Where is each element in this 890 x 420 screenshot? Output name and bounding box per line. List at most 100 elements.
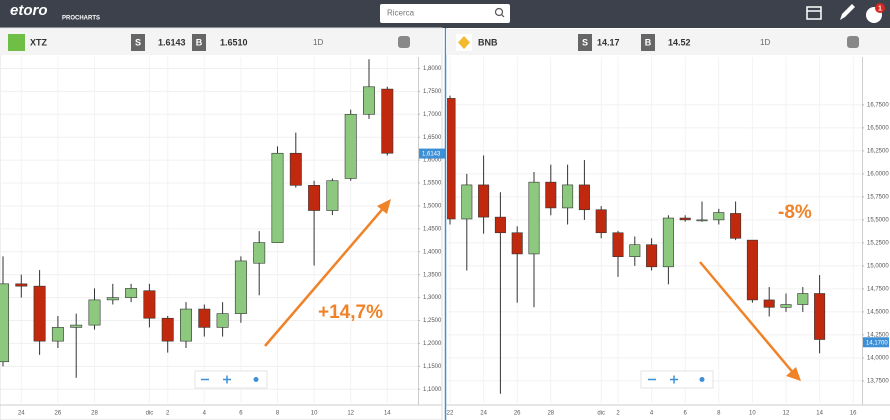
- annotation: -8%: [778, 202, 812, 223]
- y-tick-label: 16,0000: [867, 171, 889, 177]
- candle-body: [595, 209, 607, 234]
- candle-body: [143, 290, 156, 319]
- toolbar: [0, 29, 442, 55]
- candle-body: [51, 327, 64, 342]
- y-tick-label: 16,7500: [867, 102, 889, 108]
- candle-body: [15, 283, 28, 287]
- candle-body: [180, 308, 192, 342]
- candle-body: [478, 184, 490, 218]
- current-price-tag: [419, 148, 445, 159]
- candle-body: [814, 293, 826, 340]
- buy-button[interactable]: [641, 34, 655, 51]
- y-tick-label: 1,8000: [423, 66, 442, 72]
- x-tick-label: 4: [203, 411, 207, 417]
- edit-icon[interactable]: [840, 4, 855, 20]
- y-tick-label: 16,5000: [867, 125, 889, 131]
- candle-body: [70, 324, 83, 328]
- candle-body: [578, 184, 590, 211]
- logo-subtitle: PROCHARTS: [62, 16, 100, 22]
- sell-label: S: [135, 37, 141, 47]
- candle-body: [106, 297, 119, 301]
- candle-body: [679, 217, 691, 221]
- y-tick-label: 1,3500: [423, 272, 442, 278]
- search-icon[interactable]: [494, 7, 504, 17]
- zoom-in[interactable]: [223, 375, 231, 384]
- y-tick-label: 1,2500: [423, 318, 442, 324]
- candle-body: [234, 260, 247, 314]
- buy-price: 14.52: [668, 37, 691, 47]
- y-tick-label: 1,7500: [423, 89, 442, 95]
- candle-body: [713, 212, 725, 221]
- y-tick-label: 13,7500: [867, 378, 889, 384]
- buy-button[interactable]: [192, 34, 206, 51]
- candle-body: [461, 184, 473, 220]
- x-tick-label: 8: [276, 411, 280, 417]
- y-tick-label: 1,4000: [423, 249, 442, 255]
- y-tick-label: 1,4500: [423, 226, 442, 232]
- arrow-head: [786, 367, 801, 381]
- x-tick-label: dic: [597, 411, 605, 417]
- candle-body: [326, 180, 339, 211]
- x-tick-label: 12: [783, 411, 790, 417]
- sell-button[interactable]: [131, 34, 145, 51]
- buy-price: 1.6510: [220, 37, 248, 47]
- candle-body: [696, 219, 708, 222]
- zoom-in[interactable]: [670, 375, 678, 384]
- toolbar: [446, 29, 890, 55]
- candle-body: [730, 213, 742, 239]
- settings-icon[interactable]: [847, 36, 859, 48]
- candle-body: [545, 181, 557, 209]
- y-tick-label: 15,2500: [867, 240, 889, 246]
- panel: [0, 27, 443, 420]
- search-box[interactable]: [380, 4, 510, 23]
- candle-body: [0, 283, 9, 363]
- symbol: BNB: [478, 37, 498, 47]
- x-tick-label: 10: [311, 411, 318, 417]
- candle-body: [289, 152, 302, 186]
- x-tick-label: 6: [239, 411, 243, 417]
- y-tick-label: 14,5000: [867, 309, 889, 315]
- search-placeholder: Ricerca: [387, 9, 415, 18]
- candle-body: [33, 285, 46, 342]
- current-price-label: 14,1700: [866, 340, 888, 346]
- share[interactable]: [699, 377, 705, 382]
- y-tick-label: 1,7000: [423, 112, 442, 118]
- interval[interactable]: 1D: [760, 38, 770, 47]
- interval[interactable]: 1D: [313, 38, 323, 47]
- candle-body: [629, 244, 641, 257]
- x-tick-label: 2: [166, 411, 170, 417]
- candle-body: [198, 308, 211, 328]
- candle-body: [646, 244, 658, 268]
- candle-body: [511, 232, 523, 255]
- buy-label: B: [645, 37, 652, 47]
- candle-body: [308, 185, 321, 211]
- candle-body: [88, 299, 101, 326]
- sell-label: S: [582, 37, 588, 47]
- annotation-arrow: [699, 261, 796, 376]
- x-tick-label: 6: [684, 411, 688, 417]
- layout-icon[interactable]: [806, 6, 822, 20]
- y-tick-label: 1,5000: [423, 204, 442, 210]
- candle-body: [494, 216, 506, 234]
- search-icon-handle: [501, 14, 505, 18]
- y-tick-label: 15,7500: [867, 194, 889, 200]
- share[interactable]: [253, 377, 259, 382]
- symbol-icon: [8, 34, 25, 51]
- x-tick-label: 14: [384, 411, 391, 417]
- candle-body: [216, 313, 229, 328]
- sell-price: 1.6143: [158, 37, 186, 47]
- candle-body: [528, 181, 540, 255]
- sell-button[interactable]: [578, 34, 592, 51]
- candle-body: [763, 299, 775, 308]
- annotation: +14,7%: [318, 302, 383, 323]
- settings-icon[interactable]: [398, 36, 410, 48]
- x-tick-label: 28: [547, 411, 554, 417]
- symbol: XTZ: [30, 37, 48, 47]
- candle-body: [447, 98, 456, 220]
- candle-body: [381, 88, 394, 154]
- candle-body: [797, 293, 809, 305]
- y-tick-label: 14,7500: [867, 286, 889, 292]
- plot: [447, 57, 862, 403]
- y-tick-label: 1,1000: [423, 387, 442, 393]
